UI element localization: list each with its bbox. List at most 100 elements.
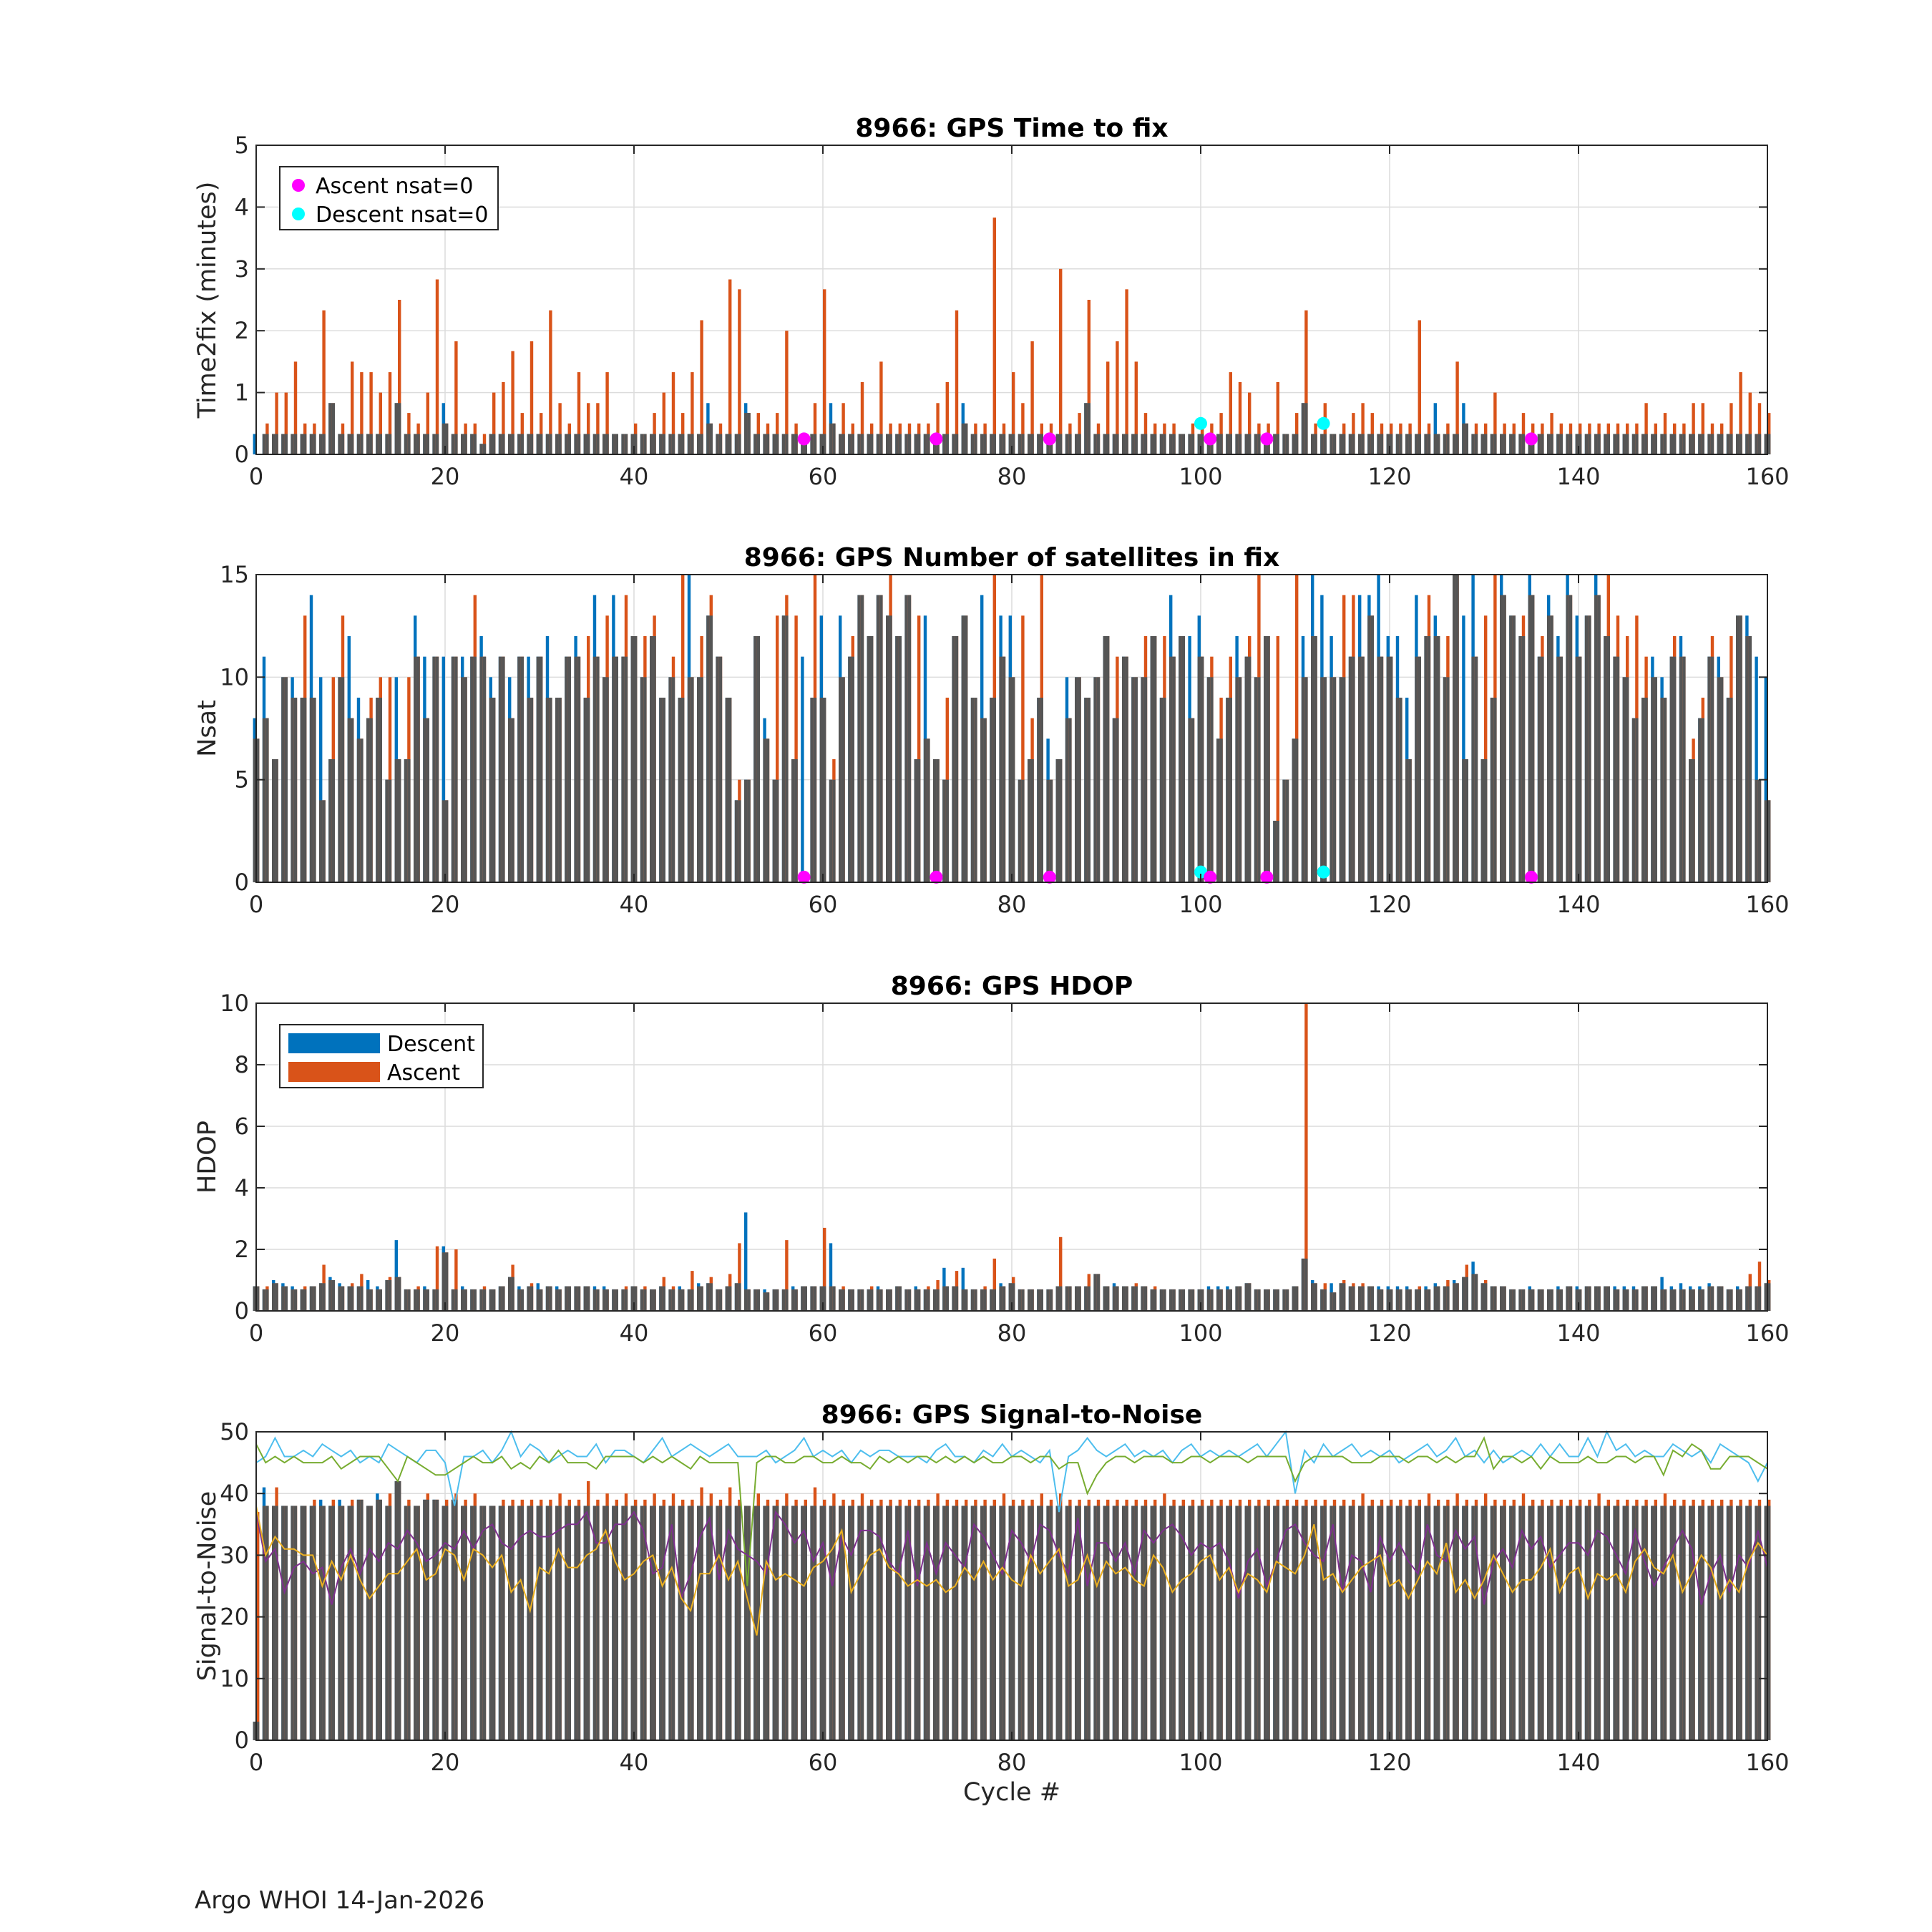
bar-overlap <box>262 1506 266 1740</box>
bar-ascent <box>530 341 534 454</box>
bar-ascent <box>256 1512 260 1740</box>
bar-ascent <box>502 381 505 454</box>
x-tick-label: 140 <box>1556 1319 1600 1347</box>
bar-overlap <box>1267 1289 1270 1311</box>
bar-overlap <box>1395 434 1400 454</box>
bar-overlap <box>1635 434 1639 454</box>
bar-ascent <box>1059 1236 1063 1311</box>
bar-ascent <box>492 392 496 454</box>
bar-overlap <box>498 656 502 882</box>
bar-overlap <box>454 1289 458 1311</box>
bar-overlap <box>1395 1289 1400 1311</box>
bar-overlap <box>1541 1506 1544 1740</box>
bar-overlap <box>681 434 685 454</box>
bar-overlap <box>253 1286 256 1311</box>
bar-ascent <box>1361 403 1365 454</box>
bar-overlap <box>1065 1506 1069 1740</box>
bar-overlap <box>1370 1506 1374 1740</box>
x-tick-label: 140 <box>1556 891 1600 918</box>
bar-overlap <box>1257 1506 1261 1740</box>
bar-overlap <box>1342 434 1346 454</box>
bar-overlap <box>398 759 401 882</box>
bar-overlap <box>700 1506 703 1740</box>
bar-overlap <box>1631 434 1636 454</box>
y-tick-label: 0 <box>235 1727 249 1754</box>
bar-overlap <box>1559 434 1563 454</box>
bar-overlap <box>1493 434 1497 454</box>
bar-overlap <box>1679 656 1683 882</box>
bar-overlap <box>1163 698 1166 882</box>
bar-overlap <box>530 1506 534 1740</box>
bar-overlap <box>1626 677 1629 882</box>
bar-overlap <box>659 1286 663 1311</box>
bar-overlap <box>785 434 789 454</box>
bar-overlap <box>621 656 625 882</box>
bar-ascent <box>917 615 921 882</box>
bar-overlap <box>1509 615 1513 882</box>
bar-overlap <box>1651 434 1654 454</box>
bar-overlap <box>697 677 701 882</box>
bar-overlap <box>1550 1506 1553 1740</box>
bar-overlap <box>1169 434 1173 454</box>
bar-overlap <box>1757 434 1762 454</box>
bar-overlap <box>1462 1277 1465 1311</box>
bar-overlap <box>1484 434 1488 454</box>
bar-overlap <box>432 434 436 454</box>
bar-overlap <box>889 615 892 882</box>
bar-overlap <box>851 656 854 882</box>
bar-overlap <box>1755 1506 1758 1740</box>
bar-overlap <box>851 1506 854 1740</box>
bar-overlap <box>886 434 889 454</box>
bar-overlap <box>347 1286 351 1311</box>
bar-overlap <box>630 1286 634 1311</box>
bar-ascent <box>955 310 959 454</box>
bar-overlap <box>823 1506 826 1740</box>
bar-overlap <box>1226 698 1229 882</box>
bar-ascent <box>776 413 779 454</box>
bar-overlap <box>602 434 606 454</box>
bar-overlap <box>1273 1506 1277 1740</box>
bar-overlap <box>1244 1283 1248 1311</box>
bar-overlap <box>1604 636 1607 882</box>
bar-overlap <box>1682 434 1686 454</box>
bar-overlap <box>718 434 723 454</box>
bar-ascent <box>700 320 703 454</box>
legend-marker <box>292 208 305 220</box>
bar-overlap <box>275 1506 278 1740</box>
bar-overlap <box>923 1289 927 1311</box>
bar-overlap <box>502 1286 505 1311</box>
bar-overlap <box>955 636 959 882</box>
bar-overlap <box>489 1506 492 1740</box>
bar-overlap <box>441 800 445 882</box>
bar-overlap <box>965 615 968 882</box>
bar-overlap <box>511 434 514 454</box>
bar-overlap <box>508 1277 512 1311</box>
bar-overlap <box>313 698 316 882</box>
bar-overlap <box>876 434 880 454</box>
bar-overlap <box>1339 1506 1342 1740</box>
bar-overlap <box>1644 698 1648 882</box>
bar-overlap <box>388 1506 392 1740</box>
bar-overlap <box>1509 1506 1513 1740</box>
bar-overlap <box>1556 656 1560 882</box>
bar-descent <box>394 1240 398 1311</box>
bar-overlap <box>1390 434 1393 454</box>
marker-descent-nsat0 <box>1194 416 1207 430</box>
bar-overlap <box>432 1289 436 1311</box>
bar-overlap <box>1521 434 1526 454</box>
bar-overlap <box>785 1506 789 1740</box>
bar-overlap <box>1096 1274 1101 1311</box>
bar-overlap <box>1408 759 1412 882</box>
bar-overlap <box>810 1506 814 1740</box>
bar-ascent <box>540 413 543 454</box>
bar-overlap <box>965 1506 968 1740</box>
bar-overlap <box>990 1506 993 1740</box>
bar-overlap <box>388 434 392 454</box>
marker-descent-nsat0 <box>1317 865 1330 879</box>
bar-overlap <box>1096 677 1101 882</box>
bar-overlap <box>662 698 665 882</box>
bar-overlap <box>473 434 477 454</box>
bar-overlap <box>502 1506 505 1740</box>
bar-overlap <box>565 1506 568 1740</box>
bar-overlap <box>328 1280 332 1311</box>
